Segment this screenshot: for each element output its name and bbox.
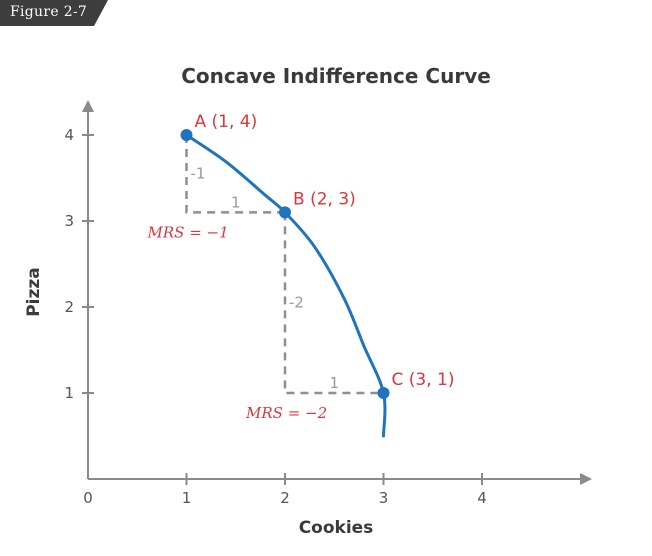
x-axis-arrow xyxy=(580,473,592,485)
mrs-step-dashed-line xyxy=(185,135,285,214)
mrs-label: MRS = −1 xyxy=(147,223,229,241)
figure-tag-background xyxy=(0,0,108,26)
indifference-curve-layer xyxy=(185,133,387,438)
y-axis-title: Pizza xyxy=(24,267,44,317)
point-label: C (3, 1) xyxy=(392,370,455,390)
x-tick-label: 0 xyxy=(83,489,93,507)
indifference-curve xyxy=(185,133,387,438)
x-tick-label: 3 xyxy=(379,489,389,507)
figure-tag-label: Figure 2-7 xyxy=(10,4,88,20)
run-label: 1 xyxy=(329,374,339,392)
x-tick-label: 2 xyxy=(280,489,290,507)
y-tick-label: 1 xyxy=(64,384,74,402)
data-point xyxy=(279,206,291,219)
y-tick-label: 3 xyxy=(64,212,74,230)
y-tick-label: 2 xyxy=(64,298,74,316)
axes: 0 1 2 3 4 1 2 3 4 xyxy=(64,100,592,507)
mrs-label: MRS = −2 xyxy=(245,404,327,422)
chart-title: Concave Indifference Curve xyxy=(181,64,491,88)
data-point xyxy=(180,129,193,141)
figure-tag-shape xyxy=(0,0,108,26)
mrs-step-dashed-line xyxy=(283,212,384,395)
run-label: 1 xyxy=(231,193,241,211)
figure-tag: Figure 2-7 xyxy=(0,0,108,26)
x-tick-label: 4 xyxy=(477,489,487,507)
data-point xyxy=(377,387,390,399)
y-axis-arrow xyxy=(82,100,94,112)
rise-label: -1 xyxy=(191,165,206,183)
rise-label: -2 xyxy=(289,294,304,312)
point-label: A (1, 4) xyxy=(195,112,258,132)
x-tick-label: 1 xyxy=(182,489,192,507)
y-tick-label: 4 xyxy=(64,126,74,144)
point-label: B (2, 3) xyxy=(293,189,356,209)
points: A (1, 4) B (2, 3) C (3, 1) xyxy=(180,112,455,399)
x-axis-title: Cookies xyxy=(299,518,374,538)
